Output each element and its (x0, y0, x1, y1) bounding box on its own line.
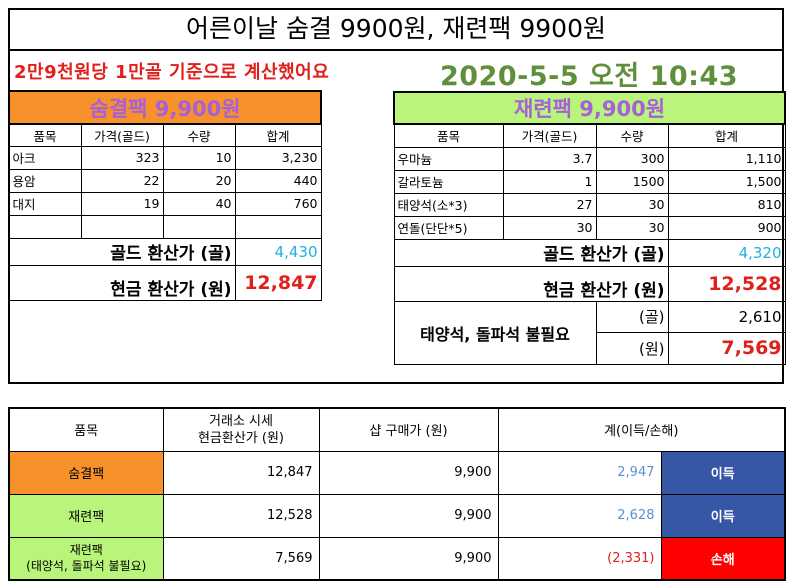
cash-label: 현금 환산가 (원) (8, 264, 236, 301)
market-value: 12,847 (162, 450, 320, 495)
market-value: 7,569 (162, 536, 320, 581)
table-row: 용암 22 20 440 (8, 168, 322, 193)
breath-pack-table: 숨결팩 9,900원 품목 가격(골드) 수량 합계 아크 323 10 3,230 용암 2… (7, 90, 323, 301)
item-name-line: 재련팩 (69, 543, 103, 558)
table-row (8, 214, 322, 239)
col-header: 수량 (595, 123, 669, 148)
cell[interactable]: 40 (162, 191, 236, 216)
table-row: 태양석(소*3) 27 30 810 (393, 192, 786, 217)
col-header: 합계 (667, 123, 786, 148)
shop-price: 9,900 (318, 450, 499, 495)
shop-price: 9,900 (318, 493, 499, 538)
breath-pack-header: 숨결팩 9,900원 (7, 90, 323, 125)
table-row: 갈라토늄 1 1500 1,500 (393, 169, 786, 194)
cell[interactable]: 323 (80, 145, 164, 170)
cell[interactable]: 20 (162, 168, 236, 193)
cell[interactable]: 900 (667, 215, 786, 240)
cell[interactable] (80, 214, 164, 239)
extra-gold-unit: (골) (595, 300, 669, 333)
cell[interactable]: 갈라토늄 (393, 169, 504, 194)
item-name: 재련팩 (8, 493, 164, 538)
cell[interactable]: 440 (234, 168, 322, 193)
col-header: 계(이득/손해) (497, 407, 786, 452)
col-header: 품목 (8, 407, 164, 452)
cell[interactable]: 760 (234, 191, 322, 216)
col-header: 가격(골드) (80, 123, 164, 147)
cell[interactable]: 27 (502, 192, 597, 217)
calc-note: 2만9천원당 1만골 기준으로 계산했어요 (14, 62, 330, 83)
cell[interactable]: 용암 (8, 168, 82, 193)
cell[interactable]: 30 (595, 192, 669, 217)
cell[interactable]: 810 (667, 192, 786, 217)
cell[interactable]: 아크 (8, 145, 82, 170)
extra-cash-unit: (원) (595, 331, 669, 365)
page-title: 어른이날 숨결 9900원, 재련팩 9900원 (8, 8, 784, 51)
cell[interactable]: 30 (595, 215, 669, 240)
refine-pack-header: 재련팩 9,900원 (392, 91, 787, 125)
diff-value: 2,947 (497, 450, 662, 495)
cell[interactable] (162, 214, 236, 239)
table-row: 우마늄 3.7 300 1,110 (393, 146, 786, 171)
cell[interactable]: 300 (595, 146, 669, 171)
cell[interactable]: 10 (162, 145, 236, 170)
col-header-line: 거래소 시세 (209, 413, 273, 429)
item-name: 숨결팩 (8, 450, 164, 495)
cash-label: 현금 환산가 (원) (393, 265, 669, 302)
extra-label: 태양석, 돌파석 불필요 (393, 300, 597, 365)
cell[interactable]: 우마늄 (393, 146, 504, 171)
item-name: 재련팩 (태양석, 돌파석 불필요) (8, 536, 164, 581)
diff-value: (2,331) (497, 536, 662, 581)
gold-value: 4,430 (234, 237, 322, 266)
cash-value: 12,528 (667, 265, 786, 302)
cell[interactable]: 3,230 (234, 145, 322, 170)
cell[interactable]: 1500 (595, 169, 669, 194)
table-row: 숨결팩 12,847 9,900 2,947 이득 (8, 450, 786, 495)
cell[interactable]: 1,110 (667, 146, 786, 171)
col-header: 가격(골드) (502, 123, 597, 148)
extra-cash-value: 7,569 (667, 331, 786, 365)
cell[interactable] (234, 214, 322, 239)
shop-price: 9,900 (318, 536, 499, 581)
col-header: 거래소 시세 현금환산가 (원) (162, 407, 320, 452)
col-header: 품목 (8, 123, 82, 147)
cell[interactable]: 연돌(단단*5) (393, 215, 504, 240)
diff-value: 2,628 (497, 493, 662, 538)
table-row: 재련팩 12,528 9,900 2,628 이득 (8, 493, 786, 538)
table-row: 대지 19 40 760 (8, 191, 322, 216)
gold-label: 골드 환산가 (골) (8, 237, 236, 266)
market-value: 12,528 (162, 493, 320, 538)
profit-badge: 이득 (660, 450, 786, 495)
table-row: 아크 323 10 3,230 (8, 145, 322, 170)
cash-value: 12,847 (234, 264, 322, 301)
profit-badge: 이득 (660, 493, 786, 538)
cell[interactable]: 대지 (8, 191, 82, 216)
col-header: 품목 (393, 123, 504, 148)
cell[interactable]: 1 (502, 169, 597, 194)
col-header-line: 현금환산가 (원) (197, 430, 285, 446)
cell[interactable]: 1,500 (667, 169, 786, 194)
cell[interactable]: 30 (502, 215, 597, 240)
table-row: 재련팩 (태양석, 돌파석 불필요) 7,569 9,900 (2,331) 손해 (8, 536, 786, 581)
refine-pack-table: 재련팩 9,900원 품목 가격(골드) 수량 합계 우마늄 3.7 300 1,110 갈… (392, 91, 787, 365)
cell[interactable]: 3.7 (502, 146, 597, 171)
summary-table: 품목 거래소 시세 현금환산가 (원) 샵 구매가 (원) 계(이득/손해) 숨결팩 12… (8, 407, 787, 581)
item-name-sub: (태양석, 돌파석 불필요) (26, 559, 147, 574)
cell[interactable] (8, 214, 82, 239)
extra-gold-value: 2,610 (667, 300, 786, 333)
datetime: 2020-5-5 오전 10:43 (440, 61, 739, 92)
col-header: 샵 구매가 (원) (318, 407, 499, 452)
gold-label: 골드 환산가 (골) (393, 238, 669, 267)
cell[interactable]: 22 (80, 168, 164, 193)
cell[interactable]: 태양석(소*3) (393, 192, 504, 217)
table-row: 연돌(단단*5) 30 30 900 (393, 215, 786, 240)
cell[interactable]: 19 (80, 191, 164, 216)
col-header: 수량 (162, 123, 236, 147)
gold-value: 4,320 (667, 238, 786, 267)
loss-badge: 손해 (660, 536, 786, 581)
col-header: 합계 (234, 123, 322, 147)
